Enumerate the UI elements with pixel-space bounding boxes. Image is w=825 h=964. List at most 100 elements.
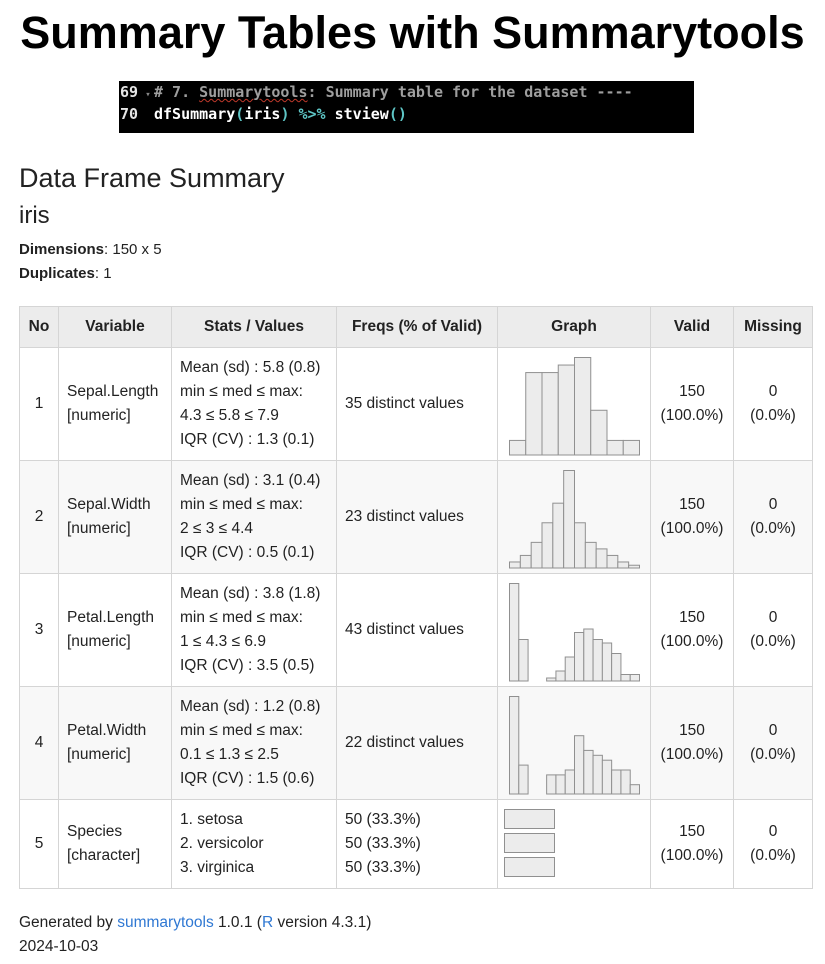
stats-cell: Mean (sd) : 5.8 (0.8) min ≤ med ≤ max: 4.3… — [171, 347, 337, 461]
header-missing: Missing — [733, 306, 813, 348]
code-snippet: 69 ▾ # 7. Summarytools: Summary table for … — [119, 81, 694, 133]
histogram-bar — [611, 652, 622, 681]
freqs-cell: 22 distinct values — [336, 686, 498, 800]
histogram-bar — [530, 541, 543, 569]
summarytools-link[interactable]: summarytools — [117, 914, 214, 931]
histogram-bar — [583, 628, 594, 681]
header-graph: Graph — [497, 306, 651, 348]
category-bar-setosa — [504, 809, 555, 829]
histogram-bar — [519, 554, 532, 568]
histogram-sepal-length — [509, 356, 640, 455]
histogram-bar — [525, 371, 543, 455]
freqs-cell: 50 (33.3%) 50 (33.3%) 50 (33.3%) — [336, 799, 498, 889]
histogram-bar — [574, 356, 592, 455]
header-no: No — [19, 306, 59, 348]
code-function: dfSummary — [154, 105, 236, 123]
histogram-bar — [518, 638, 529, 681]
variable-type: [numeric] — [67, 746, 131, 763]
table-row: 4 Petal.Width [numeric] Mean (sd) : 1.2 (… — [19, 686, 813, 800]
fold-chevron-icon[interactable]: ▾ — [145, 90, 151, 100]
histogram-bar — [563, 469, 575, 568]
histogram-bar — [583, 749, 594, 794]
variable-name: Species — [67, 823, 123, 840]
histogram-bar — [509, 695, 520, 794]
histogram-bar — [592, 638, 603, 681]
histogram-bar — [590, 409, 608, 455]
missing-cell: 0 (0.0%) — [733, 347, 813, 461]
histogram-bar — [552, 502, 565, 568]
bar-chart-species — [504, 809, 555, 877]
histogram-petal-width — [509, 695, 640, 795]
stats-cell: 1. setosa 2. versicolor 3. virginica — [171, 799, 337, 889]
variable-cell: Petal.Width [numeric] — [58, 686, 172, 800]
variable-name: Petal.Width — [67, 722, 147, 739]
pipe-operator: %>% — [298, 105, 326, 123]
histogram-bar — [620, 769, 631, 794]
histogram-bar — [629, 783, 640, 794]
row-number: 1 — [19, 347, 59, 461]
histogram-bar — [555, 773, 566, 795]
dimensions-line: Dimensions: 150 x 5 — [19, 241, 162, 258]
histogram-bar — [595, 547, 608, 569]
histogram-bar — [518, 764, 529, 794]
histogram-bar — [564, 656, 575, 681]
row-number: 3 — [19, 573, 59, 687]
graph-cell — [497, 686, 651, 800]
line-number: 70 — [120, 105, 139, 123]
valid-cell: 150 (100.0%) — [650, 686, 734, 800]
valid-cell: 150 (100.0%) — [650, 347, 734, 461]
line-number: 69 — [120, 83, 139, 101]
row-number: 2 — [19, 460, 59, 574]
r-link[interactable]: R — [261, 914, 274, 931]
graph-cell — [497, 460, 651, 574]
variable-cell: Sepal.Width [numeric] — [58, 460, 172, 574]
generated-by-line: Generated by summarytools 1.0.1 (R versi… — [19, 914, 372, 931]
histogram-bar — [601, 642, 613, 681]
category-bar-versicolor — [504, 833, 555, 853]
histogram-bar — [541, 371, 559, 455]
histogram-bar — [509, 439, 527, 455]
variable-name: Sepal.Width — [67, 496, 151, 513]
histogram-bar — [592, 754, 603, 794]
category-bar-virginica — [504, 857, 555, 877]
footer: Generated by summarytools 1.0.1 (R versi… — [19, 911, 371, 959]
histogram-bar — [509, 560, 521, 569]
histogram-bar — [541, 521, 554, 568]
histogram-bar — [628, 564, 640, 569]
freqs-cell: 43 distinct values — [336, 573, 498, 687]
histogram-bar — [617, 560, 630, 569]
missing-cell: 0 (0.0%) — [733, 686, 813, 800]
histogram-bar — [546, 773, 557, 795]
histogram-bar — [601, 759, 613, 794]
code-line-69: 69 ▾ # 7. Summarytools: Summary table for … — [119, 81, 633, 103]
table-row: 3 Petal.Length [numeric] Mean (sd) : 3.8 … — [19, 573, 813, 687]
histogram-bar — [509, 582, 520, 681]
histogram-petal-length — [509, 582, 640, 681]
header-valid: Valid — [650, 306, 734, 348]
histogram-sepal-width — [509, 469, 640, 569]
histogram-bar — [606, 439, 624, 455]
variable-name: Sepal.Length — [67, 383, 159, 400]
table-row: 5 Species [character] 1. setosa 2. versico… — [19, 799, 813, 889]
histogram-bar — [574, 631, 585, 681]
code-comment: # 7. Summarytools: Summary table for the… — [154, 83, 633, 101]
graph-cell — [497, 573, 651, 687]
header-stats: Stats / Values — [171, 306, 337, 348]
stats-cell: Mean (sd) : 3.1 (0.4) min ≤ med ≤ max: 2 ≤… — [171, 460, 337, 574]
duplicates-line: Duplicates: 1 — [19, 265, 112, 282]
valid-cell: 150 (100.0%) — [650, 799, 734, 889]
code-function: stview — [334, 105, 389, 123]
variable-cell: Species [character] — [58, 799, 172, 889]
histogram-bar — [574, 734, 585, 794]
missing-cell: 0 (0.0%) — [733, 460, 813, 574]
histogram-bar — [574, 521, 586, 568]
variable-name: Petal.Length — [67, 609, 155, 626]
table-row: 2 Sepal.Width [numeric] Mean (sd) : 3.1 (… — [19, 460, 813, 574]
histogram-bar — [611, 769, 622, 794]
histogram-bar — [584, 541, 597, 569]
summary-heading: Data Frame Summary — [19, 163, 285, 193]
missing-cell: 0 (0.0%) — [733, 573, 813, 687]
missing-cell: 0 (0.0%) — [733, 799, 813, 889]
variable-type: [numeric] — [67, 407, 131, 424]
histogram-bar — [622, 439, 640, 455]
